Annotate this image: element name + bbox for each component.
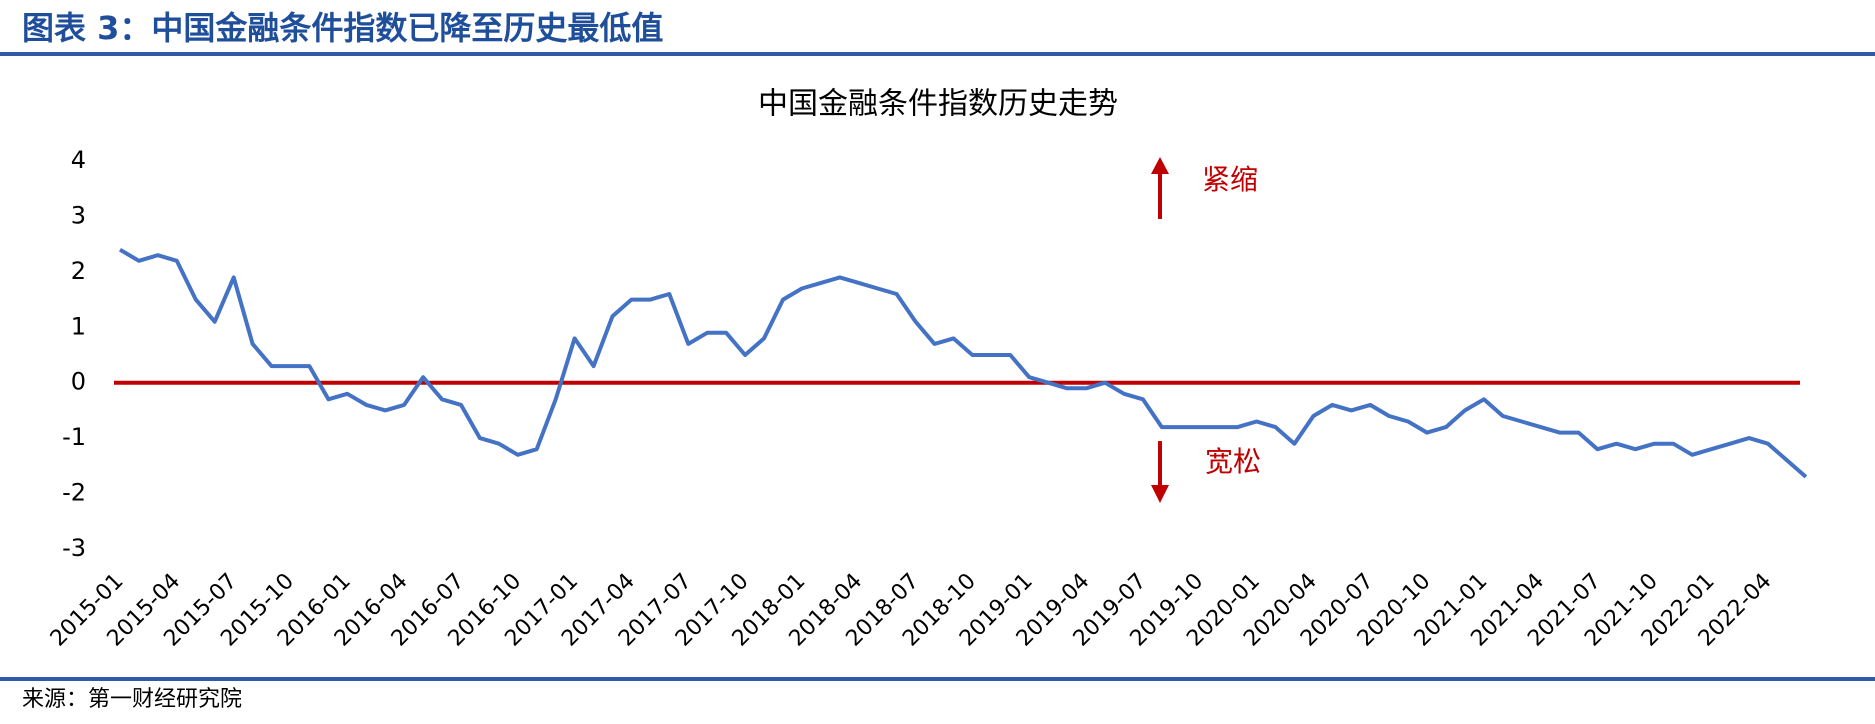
y-tick-label: 4 [71,146,86,174]
header-rule [0,52,1875,56]
y-tick-label: -2 [62,479,86,507]
data-line [118,247,1808,479]
source: 来源：第一财经研究院 [22,687,242,712]
y-tick-label: 0 [71,368,86,396]
y-tick-label: 2 [71,257,86,285]
annotation-tight: 紧缩 [1202,163,1258,196]
arrow-down-head [1151,485,1169,503]
header-title: 图表 3：中国金融条件指数已降至历史最低值 [22,9,663,47]
y-tick-label: 1 [71,312,86,340]
annotation-loose: 宽松 [1205,445,1261,478]
footer-rule [0,677,1875,681]
annotation-arrows [1151,157,1169,503]
y-tick-label: 3 [71,201,86,229]
y-tick-label: -1 [62,423,86,451]
y-tick-label: -3 [62,534,86,562]
arrow-up-head [1151,157,1169,174]
chart-title: 中国金融条件指数历史走势 [758,87,1118,122]
